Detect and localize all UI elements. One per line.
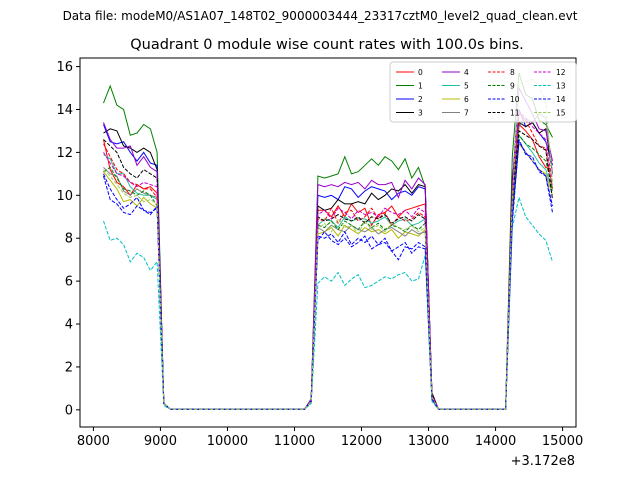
y-tick-label: 4 [65, 318, 73, 333]
chart-title: Quadrant 0 module wise count rates with … [130, 37, 524, 53]
legend-label: 3 [418, 108, 423, 117]
legend-label: 0 [418, 68, 423, 77]
legend-label: 12 [556, 68, 566, 77]
x-tick-label: 10000 [207, 434, 248, 449]
legend-label: 9 [510, 81, 515, 90]
x-tick-label: 12000 [341, 434, 382, 449]
legend-label: 6 [464, 95, 469, 104]
legend-label: 4 [464, 68, 469, 77]
y-tick-label: 0 [65, 403, 73, 418]
x-offset-label: +3.172e8 [511, 454, 575, 469]
legend-label: 14 [556, 95, 566, 104]
x-tick-label: 15000 [542, 434, 583, 449]
series-layer [103, 72, 553, 410]
legend-label: 2 [418, 95, 423, 104]
y-tick-label: 2 [65, 360, 73, 375]
legend-box [389, 61, 577, 123]
x-tick-label: 9000 [144, 434, 177, 449]
axes-frame [79, 57, 577, 428]
y-tick-label: 10 [56, 189, 73, 204]
x-tick-label: 11000 [274, 434, 315, 449]
y-tick-label: 14 [56, 103, 73, 118]
x-tick-label: 14000 [475, 434, 516, 449]
legend-label: 5 [464, 81, 469, 90]
y-tick-label: 16 [56, 60, 73, 75]
chart-suptitle: Data file: modeM0/AS1A07_148T02_90000034… [63, 9, 578, 23]
y-tick-label: 8 [65, 232, 73, 247]
axes-layer: 8000 9000 10000 11000 12000 13000 14000 15000 0 2… [56, 57, 583, 449]
legend-label: 7 [464, 108, 469, 117]
legend-label: 11 [510, 108, 520, 117]
x-tick-label: 13000 [408, 434, 449, 449]
legend-label: 1 [418, 81, 423, 90]
y-tick-label: 6 [65, 275, 73, 290]
legend-label: 15 [556, 108, 566, 117]
y-tick-label: 12 [56, 146, 73, 161]
legend-label: 13 [556, 81, 566, 90]
series-line-15 [103, 78, 553, 410]
x-tick-label: 8000 [77, 434, 110, 449]
legend-label: 8 [510, 68, 515, 77]
legend-label: 10 [510, 95, 520, 104]
